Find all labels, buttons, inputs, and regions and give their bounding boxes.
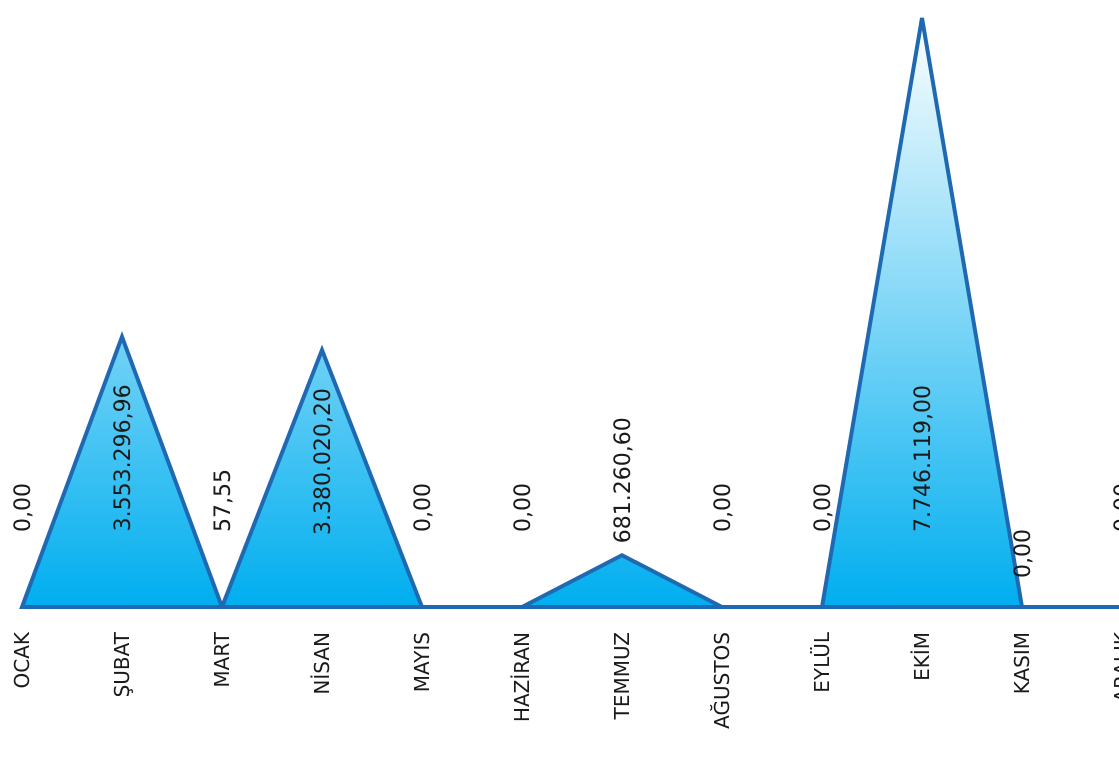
x-tick-label-11: KASIM [1010,632,1034,694]
area-series [19,17,1025,609]
x-tick-label-2: ŞUBAT [110,631,134,697]
data-label-3: 57,55 [211,469,236,532]
data-label-4: 3.380.020,20 [311,388,336,535]
data-label-8: 0,00 [711,483,736,532]
data-label-7: 681.260,60 [611,417,636,543]
x-tick-label-3: MART [210,631,234,687]
x-tick-label-7: TEMMUZ [610,632,634,720]
x-tick-label-12: ARALIK [1110,631,1119,702]
x-tick-label-9: EYLÜL [810,631,834,693]
data-label-6: 0,00 [511,483,536,532]
data-label-9: 0,00 [811,483,836,532]
data-peak-7 [521,552,723,609]
x-axis-labels: OCAK ŞUBAT MART NİSAN MAYIS HAZİRAN TEMMUZ AĞUS… [10,631,1119,729]
x-tick-label-8: AĞUSTOS [710,632,734,729]
x-tick-label-4: NİSAN [310,632,334,695]
data-label-11: 0,00 [1011,529,1036,578]
data-label-10: 7.746.119,00 [911,385,936,532]
x-tick-label-5: MAYIS [410,632,434,692]
x-tick-label-6: HAZİRAN [510,632,534,722]
x-tick-label-1: OCAK [10,631,34,688]
data-label-1: 0,00 [11,483,36,532]
x-tick-label-10: EKİM [910,632,934,681]
data-labels: 0,00 3.553.296,96 57,55 3.380.020,20 0,00 0,0… [11,384,1119,578]
data-label-2: 3.553.296,96 [111,384,136,531]
data-label-5: 0,00 [411,483,436,532]
data-label-12: 0,00 [1111,483,1119,532]
